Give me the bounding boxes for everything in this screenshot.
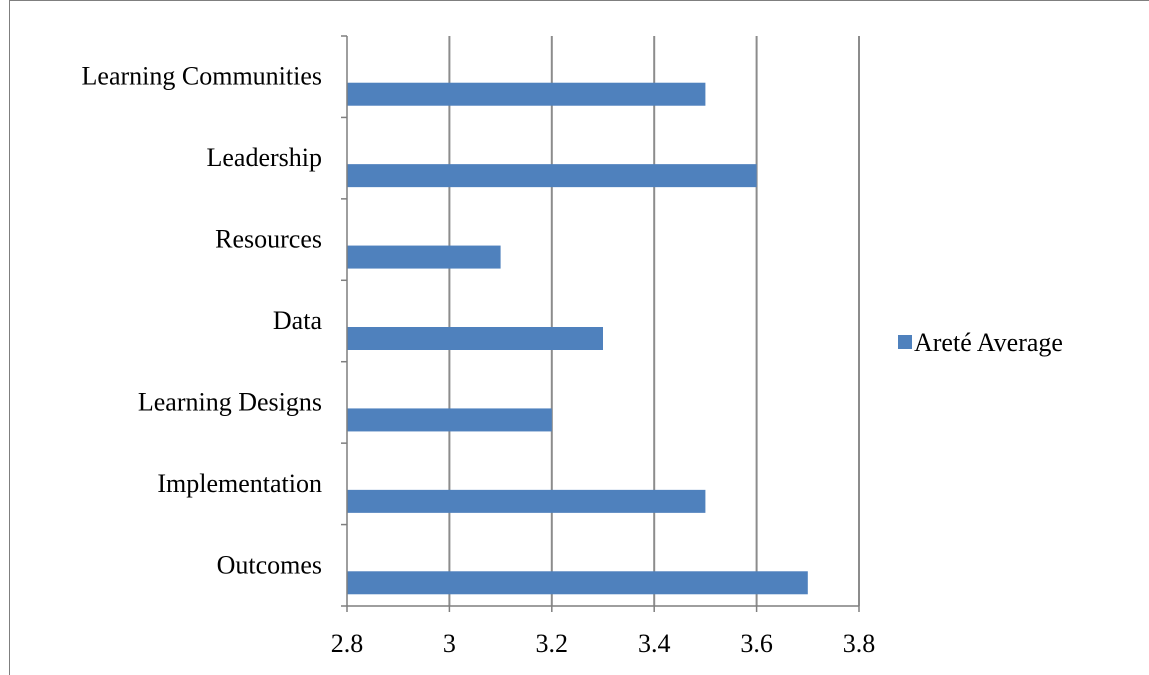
bar xyxy=(347,327,603,350)
axes xyxy=(341,35,860,612)
bar xyxy=(347,164,757,188)
gridlines xyxy=(448,36,860,606)
tick-labels: 2.8 3 3.2 3.4 3.6 3.8 xyxy=(331,629,876,658)
x-tick-label: 2.8 xyxy=(331,629,364,658)
category-label: Learning Communities xyxy=(82,62,322,91)
category-label: Leadership xyxy=(206,143,322,172)
legend-label: Areté Average xyxy=(914,328,1063,357)
category-label: Learning Designs xyxy=(138,387,322,416)
category-labels: Learning Communities Leadership Resources D… xyxy=(82,62,323,580)
category-label: Resources xyxy=(215,225,322,254)
bars xyxy=(347,82,808,595)
x-tick-label: 3 xyxy=(443,629,456,658)
legend-swatch xyxy=(898,335,912,349)
category-label: Outcomes xyxy=(217,550,322,579)
bar xyxy=(347,245,501,269)
bar xyxy=(347,571,808,595)
bar xyxy=(347,82,706,106)
x-tick-label: 3.6 xyxy=(740,629,773,658)
chart-frame xyxy=(9,0,1149,675)
bar xyxy=(347,489,706,513)
x-tick-label: 3.2 xyxy=(536,629,569,658)
x-tick-label: 3.8 xyxy=(843,629,876,658)
category-label: Implementation xyxy=(157,469,322,498)
bar xyxy=(347,408,552,432)
x-tick-label: 3.4 xyxy=(638,629,671,658)
category-label: Data xyxy=(273,306,323,335)
legend: Areté Average xyxy=(898,328,1063,357)
